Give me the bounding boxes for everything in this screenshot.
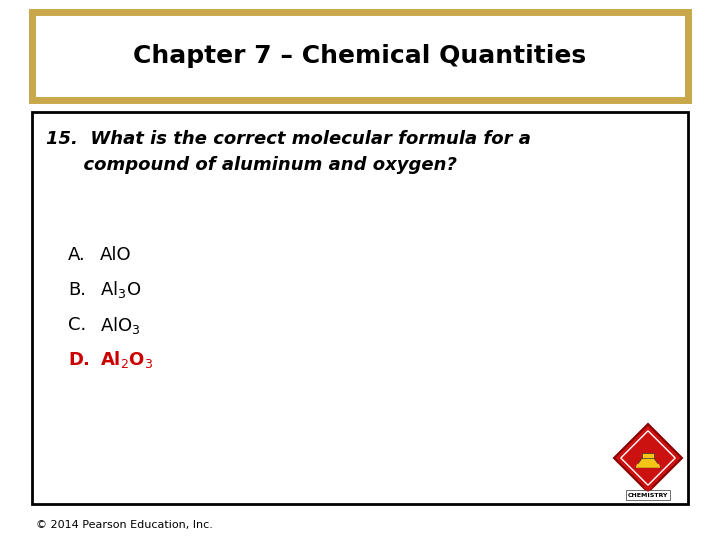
Text: Chapter 7 – Chemical Quantities: Chapter 7 – Chemical Quantities [133, 44, 587, 68]
Text: Al$_3$O: Al$_3$O [100, 280, 141, 300]
Text: Al$_2$O$_3$: Al$_2$O$_3$ [100, 349, 153, 370]
Polygon shape [635, 458, 661, 468]
Text: 15.  What is the correct molecular formula for a: 15. What is the correct molecular formul… [46, 130, 531, 148]
FancyBboxPatch shape [32, 12, 688, 100]
Text: A.: A. [68, 246, 86, 264]
Text: D.: D. [68, 351, 90, 369]
Text: B.: B. [68, 281, 86, 299]
Polygon shape [643, 487, 653, 492]
Text: © 2014 Pearson Education, Inc.: © 2014 Pearson Education, Inc. [36, 520, 213, 530]
Text: AlO$_3$: AlO$_3$ [100, 314, 140, 335]
Polygon shape [642, 454, 654, 458]
FancyBboxPatch shape [32, 112, 688, 504]
Text: compound of aluminum and oxygen?: compound of aluminum and oxygen? [46, 156, 457, 174]
Polygon shape [636, 464, 660, 468]
Text: CHEMISTRY: CHEMISTRY [628, 493, 668, 498]
Polygon shape [614, 424, 682, 492]
FancyBboxPatch shape [626, 490, 670, 500]
Text: AlO: AlO [100, 246, 132, 264]
Text: C.: C. [68, 316, 86, 334]
